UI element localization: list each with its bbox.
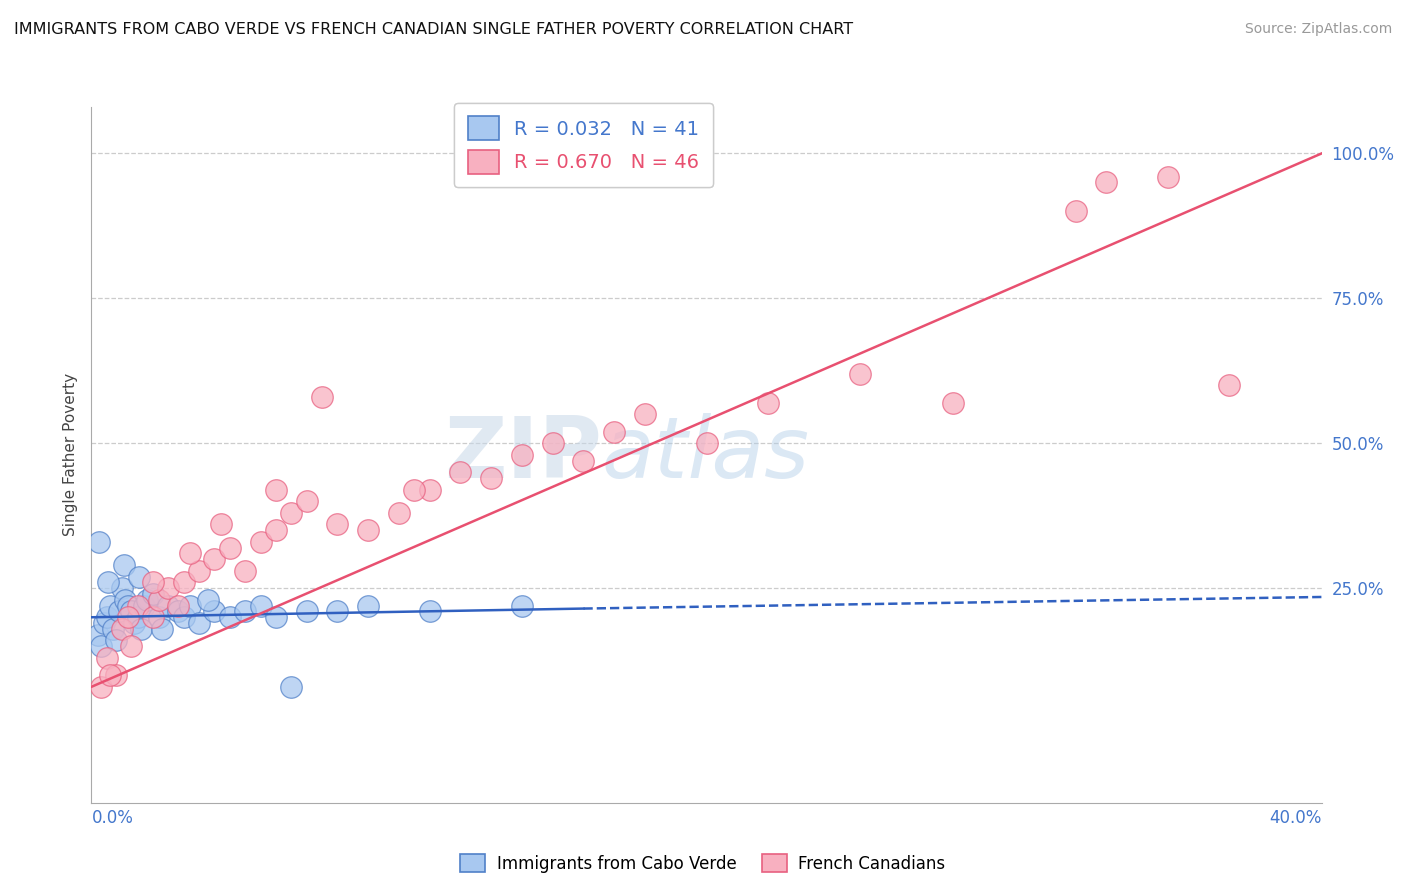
Point [941, 396, 963, 410]
Point [849, 367, 872, 381]
Point [179, 546, 201, 561]
Point [1218, 378, 1240, 392]
Point [295, 494, 318, 508]
Point [695, 436, 717, 450]
Point [197, 592, 219, 607]
Text: Source: ZipAtlas.com: Source: ZipAtlas.com [1244, 22, 1392, 37]
Point [90, 639, 112, 653]
Point [1064, 204, 1087, 219]
Point [120, 639, 142, 653]
Point [264, 483, 287, 497]
Point [449, 466, 471, 480]
Point [249, 534, 271, 549]
Point [117, 599, 139, 613]
Point [326, 605, 349, 619]
Point [326, 517, 349, 532]
Point [479, 471, 502, 485]
Point [756, 396, 779, 410]
Point [218, 541, 240, 555]
Point [97, 575, 120, 590]
Point [157, 582, 180, 596]
Point [188, 615, 211, 630]
Point [96, 610, 118, 624]
Point [404, 483, 426, 497]
Point [173, 575, 195, 590]
Point [101, 622, 124, 636]
Point [128, 570, 150, 584]
Text: 40.0%: 40.0% [1270, 808, 1322, 827]
Point [148, 592, 170, 607]
Point [98, 599, 121, 613]
Point [295, 605, 318, 619]
Text: 0.0%: 0.0% [91, 808, 134, 827]
Point [127, 610, 149, 624]
Point [249, 599, 271, 613]
Point [142, 610, 165, 624]
Point [264, 523, 287, 537]
Point [142, 575, 165, 590]
Point [120, 605, 142, 619]
Point [166, 599, 188, 613]
Point [634, 407, 657, 422]
Point [98, 668, 121, 682]
Text: atlas: atlas [602, 413, 810, 497]
Point [603, 425, 626, 439]
Y-axis label: Single Father Poverty: Single Father Poverty [62, 374, 77, 536]
Point [202, 605, 225, 619]
Point [179, 599, 201, 613]
Text: IMMIGRANTS FROM CABO VERDE VS FRENCH CANADIAN SINGLE FATHER POVERTY CORRELATION : IMMIGRANTS FROM CABO VERDE VS FRENCH CAN… [14, 22, 853, 37]
Point [129, 622, 152, 636]
Point [311, 390, 333, 404]
Point [173, 610, 195, 624]
Point [357, 599, 380, 613]
Point [135, 592, 157, 607]
Legend: R = 0.032   N = 41, R = 0.670   N = 46: R = 0.032 N = 41, R = 0.670 N = 46 [454, 103, 713, 187]
Point [96, 651, 118, 665]
Point [150, 622, 173, 636]
Point [572, 453, 595, 467]
Point [209, 517, 232, 532]
Point [105, 668, 127, 682]
Point [108, 605, 131, 619]
Point [264, 610, 287, 624]
Point [157, 599, 180, 613]
Point [510, 448, 533, 462]
Point [111, 582, 134, 596]
Point [142, 587, 165, 601]
Point [111, 622, 134, 636]
Point [87, 534, 110, 549]
Point [1157, 169, 1180, 184]
Point [419, 483, 441, 497]
Point [132, 599, 155, 613]
Point [233, 605, 256, 619]
Point [188, 564, 211, 578]
Point [541, 436, 564, 450]
Legend: Immigrants from Cabo Verde, French Canadians: Immigrants from Cabo Verde, French Canad… [454, 847, 952, 880]
Point [1095, 175, 1118, 190]
Point [105, 633, 127, 648]
Point [280, 506, 302, 520]
Text: ZIP: ZIP [444, 413, 602, 497]
Point [166, 605, 188, 619]
Point [112, 558, 135, 573]
Point [510, 599, 533, 613]
Point [233, 564, 256, 578]
Point [93, 615, 115, 630]
Point [114, 592, 136, 607]
Point [280, 680, 302, 694]
Point [124, 615, 146, 630]
Point [90, 680, 112, 694]
Point [218, 610, 240, 624]
Point [86, 628, 108, 642]
Point [117, 610, 139, 624]
Point [202, 552, 225, 566]
Point [388, 506, 411, 520]
Point [357, 523, 380, 537]
Point [127, 599, 149, 613]
Point [419, 605, 441, 619]
Point [148, 610, 170, 624]
